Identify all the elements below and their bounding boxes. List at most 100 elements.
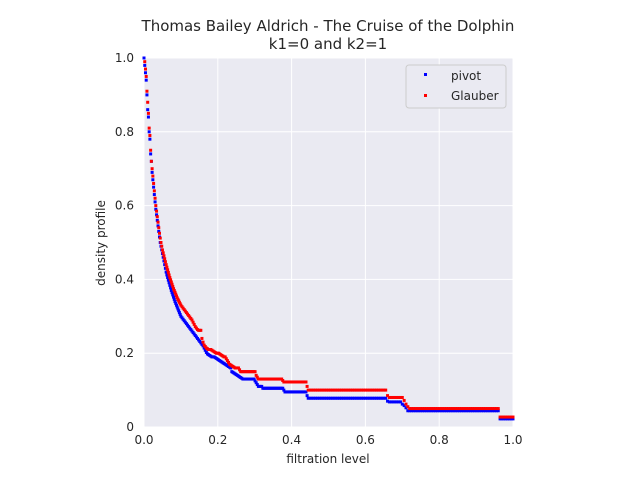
- legend-marker-pivot: [424, 73, 427, 76]
- glauber-point: [160, 244, 164, 248]
- glauber-point: [494, 407, 498, 411]
- y-tick-label: 1.0: [115, 51, 134, 65]
- pivot-point: [317, 396, 321, 400]
- glauber-point: [371, 388, 375, 392]
- glauber-point: [402, 398, 406, 402]
- glauber-point: [395, 395, 399, 399]
- glauber-point: [308, 388, 312, 392]
- glauber-point: [428, 407, 432, 411]
- pivot-point: [430, 409, 434, 413]
- pivot-point: [470, 409, 474, 413]
- pivot-point: [467, 409, 471, 413]
- pivot-point: [391, 400, 395, 404]
- glauber-point: [254, 373, 258, 377]
- glauber-point: [148, 133, 152, 137]
- glauber-point: [143, 67, 147, 71]
- glauber-point: [174, 294, 178, 298]
- pivot-point: [493, 409, 497, 413]
- pivot-point: [146, 115, 150, 119]
- glauber-point: [398, 395, 402, 399]
- glauber-point: [150, 167, 154, 171]
- glauber-point: [201, 340, 205, 344]
- glauber-point: [380, 388, 384, 392]
- glauber-point: [199, 328, 203, 332]
- y-tick-label: 0: [126, 420, 134, 434]
- pivot-point: [369, 396, 373, 400]
- glauber-point: [173, 290, 177, 294]
- pivot-point: [157, 229, 161, 233]
- glauber-point: [483, 407, 487, 411]
- glauber-point: [500, 415, 504, 419]
- glauber-point: [452, 407, 456, 411]
- pivot-point: [334, 396, 338, 400]
- pivot-point: [155, 218, 159, 222]
- pivot-point: [178, 312, 182, 316]
- pivot-point: [419, 409, 423, 413]
- y-tick-label: 0.4: [115, 272, 134, 286]
- pivot-point: [147, 130, 151, 134]
- pivot-point: [315, 396, 319, 400]
- pivot-point: [312, 396, 316, 400]
- pivot-point: [336, 396, 340, 400]
- pivot-point: [143, 63, 147, 67]
- glauber-point: [437, 407, 441, 411]
- pivot-point: [174, 301, 178, 305]
- pivot-point: [483, 409, 487, 413]
- glauber-point: [155, 215, 159, 219]
- glauber-point: [454, 407, 458, 411]
- pivot-point: [398, 400, 402, 404]
- pivot-point: [452, 409, 456, 413]
- pivot-point: [445, 409, 449, 413]
- pivot-point: [172, 297, 176, 301]
- glauber-point: [192, 322, 196, 326]
- pivot-point: [502, 417, 506, 421]
- glauber-point: [151, 174, 155, 178]
- glauber-point: [172, 287, 176, 291]
- pivot-point: [325, 396, 329, 400]
- glauber-point: [445, 407, 449, 411]
- pivot-point: [439, 409, 443, 413]
- glauber-point: [352, 388, 356, 392]
- pivot-point: [177, 309, 181, 313]
- pivot-point: [504, 417, 508, 421]
- glauber-point: [306, 388, 310, 392]
- glauber-point: [489, 407, 493, 411]
- glauber-point: [338, 388, 342, 392]
- pivot-point: [349, 396, 353, 400]
- glauber-point: [505, 415, 509, 419]
- pivot-point: [327, 396, 330, 400]
- y-tick-label: 0.8: [115, 125, 134, 139]
- pivot-point: [450, 409, 454, 413]
- glauber-point: [200, 336, 204, 340]
- glauber-point: [190, 318, 194, 322]
- series-glauber: [143, 60, 515, 419]
- pivot-point: [255, 383, 259, 387]
- pivot-point: [173, 300, 177, 304]
- pivot-point: [145, 93, 149, 97]
- glauber-point: [463, 407, 467, 411]
- glauber-point: [153, 196, 157, 200]
- pivot-point: [168, 283, 172, 287]
- pivot-point: [169, 288, 173, 292]
- glauber-point: [332, 388, 336, 392]
- pivot-point: [252, 377, 256, 381]
- legend-marker-glauber: [424, 94, 427, 97]
- pivot-point: [408, 409, 412, 413]
- pivot-point: [389, 400, 393, 404]
- pivot-point: [354, 396, 358, 400]
- glauber-point: [491, 407, 495, 411]
- glauber-point: [158, 236, 162, 240]
- pivot-point: [421, 409, 425, 413]
- glauber-point: [434, 407, 438, 411]
- glauber-point: [391, 395, 395, 399]
- pivot-point: [281, 386, 285, 390]
- pivot-point: [152, 193, 156, 197]
- pivot-point: [406, 409, 410, 413]
- glauber-point: [312, 388, 316, 392]
- glauber-point: [502, 415, 506, 419]
- pivot-point: [165, 273, 169, 277]
- glauber-point: [426, 407, 430, 411]
- pivot-point: [203, 348, 207, 352]
- glauber-point: [146, 111, 150, 115]
- pivot-point: [494, 409, 498, 413]
